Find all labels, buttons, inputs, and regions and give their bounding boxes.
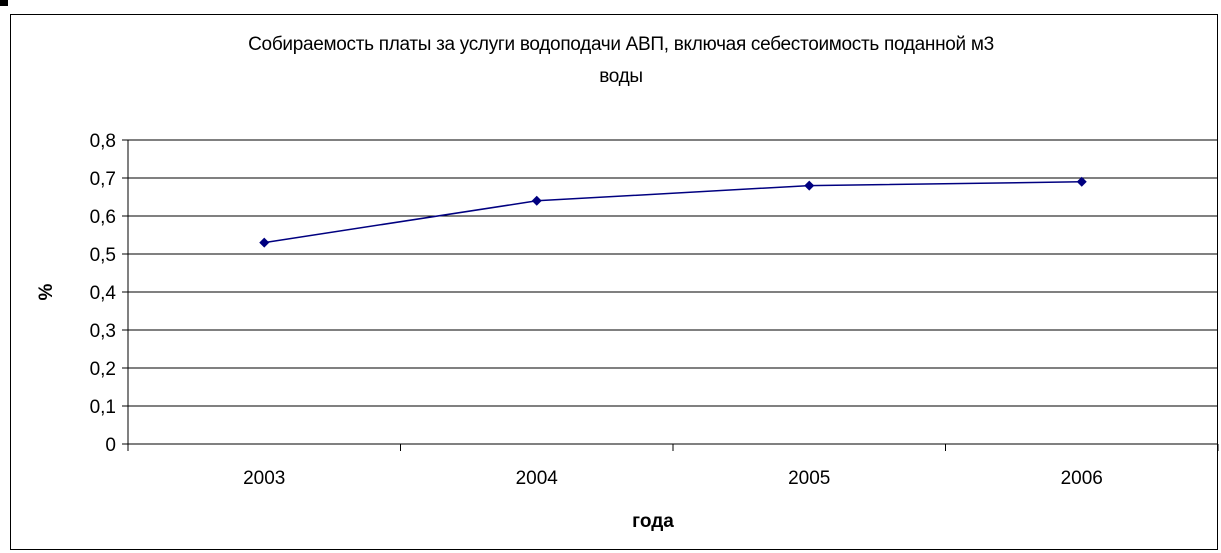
x-tick-label: 2003 [243, 468, 285, 489]
x-tick-label: 2004 [516, 468, 559, 489]
x-tick-label: 2006 [1061, 468, 1103, 489]
y-tick-label: 0,2 [90, 359, 116, 380]
series-line [264, 181, 1082, 244]
data-point [531, 195, 542, 206]
data-point [259, 237, 270, 248]
chart-title: Собираемость платы за услуги водоподачи … [1, 29, 1221, 93]
chart-title-line-1: Собираемость платы за услуги водоподачи … [248, 34, 994, 55]
y-tick-label: 0 [105, 435, 116, 456]
y-axis-title: % [36, 283, 57, 300]
corner-mark [0, 0, 8, 6]
x-tick-label: 2005 [788, 468, 830, 489]
data-point [804, 180, 815, 191]
y-tick-label: 0,8 [90, 131, 116, 152]
chart-title-line-2: воды [599, 66, 643, 87]
y-tick-label: 0,3 [90, 321, 116, 342]
y-tick-label: 0,5 [90, 245, 116, 266]
y-tick-label: 0,4 [90, 283, 117, 304]
y-tick-label: 0,7 [90, 169, 116, 190]
y-tick-label: 0,1 [90, 397, 116, 418]
y-tick-label: 0,6 [90, 207, 116, 228]
chart-frame: Собираемость платы за услуги водоподачи … [10, 14, 1218, 550]
data-point [1076, 176, 1087, 187]
x-axis-title: года [632, 511, 674, 532]
